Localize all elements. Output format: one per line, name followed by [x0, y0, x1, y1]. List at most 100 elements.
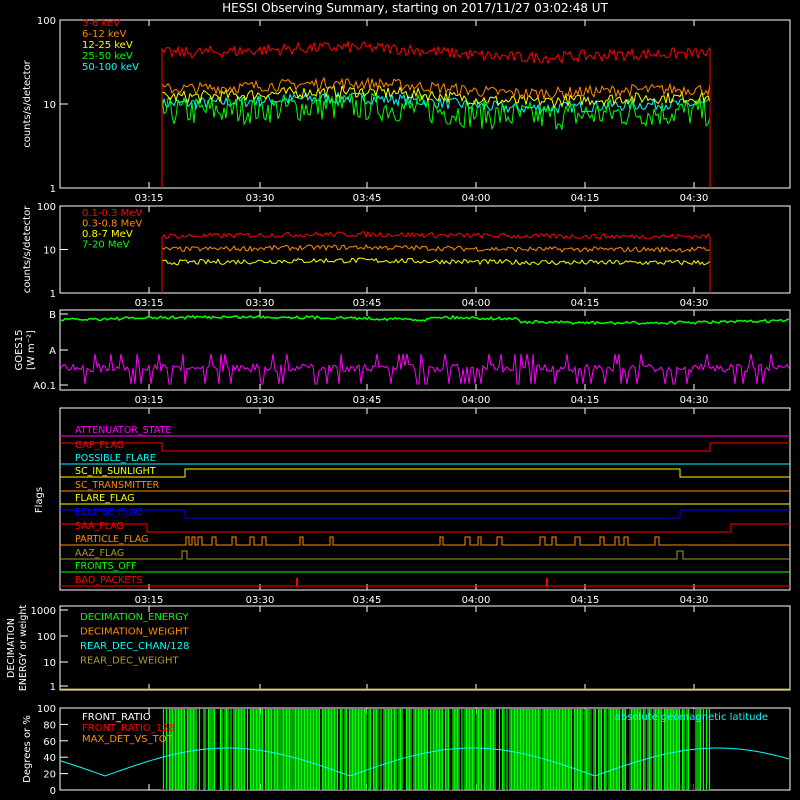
y-tick-label: 10	[43, 100, 56, 111]
panel-4-frame	[59, 407, 791, 591]
goes-short-channel	[60, 353, 790, 385]
panel-5-frame	[59, 605, 791, 691]
series-25-50-keV	[161, 92, 711, 188]
x-tick-label: 04:00	[462, 193, 491, 204]
x-tick-label: 04:30	[680, 298, 709, 309]
y-axis-label: DECIMATION	[6, 618, 17, 678]
y-tick-label: A0.1	[33, 381, 56, 392]
chart-title: HESSI Observing Summary, starting on 201…	[222, 1, 608, 15]
x-tick-label: 04:00	[462, 298, 491, 309]
legend-entry: 12-25 keV	[82, 40, 133, 51]
series-6-12-keV	[161, 76, 711, 188]
x-tick-label: 03:15	[135, 595, 164, 606]
x-tick-label: 04:15	[571, 395, 600, 406]
y-tick-label: 100	[37, 16, 56, 27]
y-axis-label: counts/s/detector	[22, 59, 33, 147]
x-tick-label: 03:45	[353, 298, 382, 309]
series-3-6-keV	[161, 40, 711, 188]
flag-label: SC_TRANSMITTER	[75, 480, 160, 491]
flag-line-sc-in-sunlight	[60, 468, 790, 478]
flag-line-particle-flag	[60, 536, 790, 546]
y-tick-label: 10	[43, 246, 56, 257]
x-tick-label: 04:30	[680, 193, 709, 204]
flag-label: ECLIPSE_FLAG	[75, 507, 143, 518]
x-tick-label: 04:00	[462, 595, 491, 606]
y-tick-label: 40	[43, 753, 56, 764]
legend-entry: DECIMATION_WEIGHT	[80, 627, 189, 638]
y-tick-label: 80	[43, 720, 56, 731]
y-tick-label: 1	[50, 184, 56, 195]
flag-label: ATTENUATOR_STATE	[75, 425, 171, 436]
legend-entry: 0.1-0.3 MeV	[82, 208, 142, 219]
flag-label: FRONTS_OFF	[75, 561, 137, 572]
y-tick-label: 1	[50, 289, 56, 300]
x-tick-label: 04:00	[462, 395, 491, 406]
x-tick-label: 03:30	[246, 193, 275, 204]
legend-entry: 0.8-7 MeV	[82, 229, 133, 240]
x-tick-label: 03:45	[353, 595, 382, 606]
y-tick-label: 100	[37, 704, 56, 715]
y-axis-label: GOES15	[14, 329, 25, 370]
y-axis-label: Degrees or %	[22, 715, 33, 783]
x-tick-label: 03:30	[246, 595, 275, 606]
y-axis-label-units: [W m⁻²]	[26, 330, 37, 370]
y-tick-label: B	[49, 310, 56, 321]
y-tick-label: 60	[43, 737, 56, 748]
y-axis-label-2: ENERGY or weight	[18, 605, 29, 691]
legend-entry: 50-100 keV	[82, 62, 139, 73]
legend-entry: REAR_DEC_CHAN/128	[80, 641, 189, 652]
x-tick-label: 03:30	[246, 298, 275, 309]
flag-label: SAA_FLAG	[75, 521, 124, 532]
flag-label: POSSIBLE_FLARE	[75, 453, 156, 464]
legend-entry: REAR_DEC_WEIGHT	[80, 656, 179, 667]
x-tick-label: 04:15	[571, 595, 600, 606]
y-axis-label: counts/s/detector	[22, 205, 33, 293]
series-0.8-7-MeV	[161, 257, 711, 293]
x-tick-label: 04:30	[680, 395, 709, 406]
legend-entry: FRONT_RATIO	[82, 712, 151, 723]
x-tick-label: 03:15	[135, 193, 164, 204]
y-tick-label: 100	[37, 632, 56, 643]
legend-entry: 6-12 keV	[82, 29, 126, 40]
series-0.3-0.8-MeV	[161, 243, 711, 293]
y-tick-label: A	[49, 346, 56, 357]
x-tick-label: 03:15	[135, 298, 164, 309]
legend-entry: MAX_DET_VS_TOT	[82, 734, 174, 745]
flag-line-aaz-flag	[60, 550, 790, 560]
x-tick-label: 03:45	[353, 193, 382, 204]
y-tick-label: 100	[37, 202, 56, 213]
series-12-25-keV	[161, 85, 711, 188]
flag-line-eclipse-flag	[60, 509, 790, 519]
legend-entry: FRONT_RATIO_128	[82, 723, 175, 734]
y-axis-label: Flags	[34, 487, 45, 513]
flag-label: FLARE_FLAG	[75, 493, 135, 504]
y-tick-label: 1000	[31, 606, 56, 617]
x-tick-label: 03:15	[135, 395, 164, 406]
legend-entry: 0.3-0.8 MeV	[82, 219, 142, 230]
legend-entry: 7-20 MeV	[82, 240, 130, 251]
goes-long-channel	[60, 314, 790, 326]
flag-label: AAZ_FLAG	[75, 548, 124, 559]
x-tick-label: 03:45	[353, 395, 382, 406]
x-tick-label: 04:30	[680, 595, 709, 606]
latitude-annotation: absolute geomagnetic latitude	[615, 712, 768, 723]
x-tick-label: 04:15	[571, 193, 600, 204]
y-tick-label: 1	[50, 682, 56, 693]
x-tick-label: 04:15	[571, 298, 600, 309]
legend-entry: 25-50 keV	[82, 51, 133, 62]
x-tick-label: 03:30	[246, 395, 275, 406]
y-tick-label: 0	[50, 786, 56, 797]
legend-entry: DECIMATION_ENERGY	[80, 612, 189, 623]
y-tick-label: 10	[43, 658, 56, 669]
flag-line-saa-flag-a	[60, 442, 790, 452]
legend-entry: 3-6 keV	[82, 18, 120, 29]
flag-line-saa-flag	[60, 523, 790, 533]
flag-label: GAP_FLAG	[75, 440, 124, 451]
y-tick-label: 20	[43, 770, 56, 781]
flag-label: SC_IN_SUNLIGHT	[75, 466, 156, 477]
geomagnetic-latitude-line	[59, 747, 790, 777]
flag-label: PARTICLE_FLAG	[75, 534, 148, 545]
series-0.1-0.3-MeV	[161, 230, 711, 293]
